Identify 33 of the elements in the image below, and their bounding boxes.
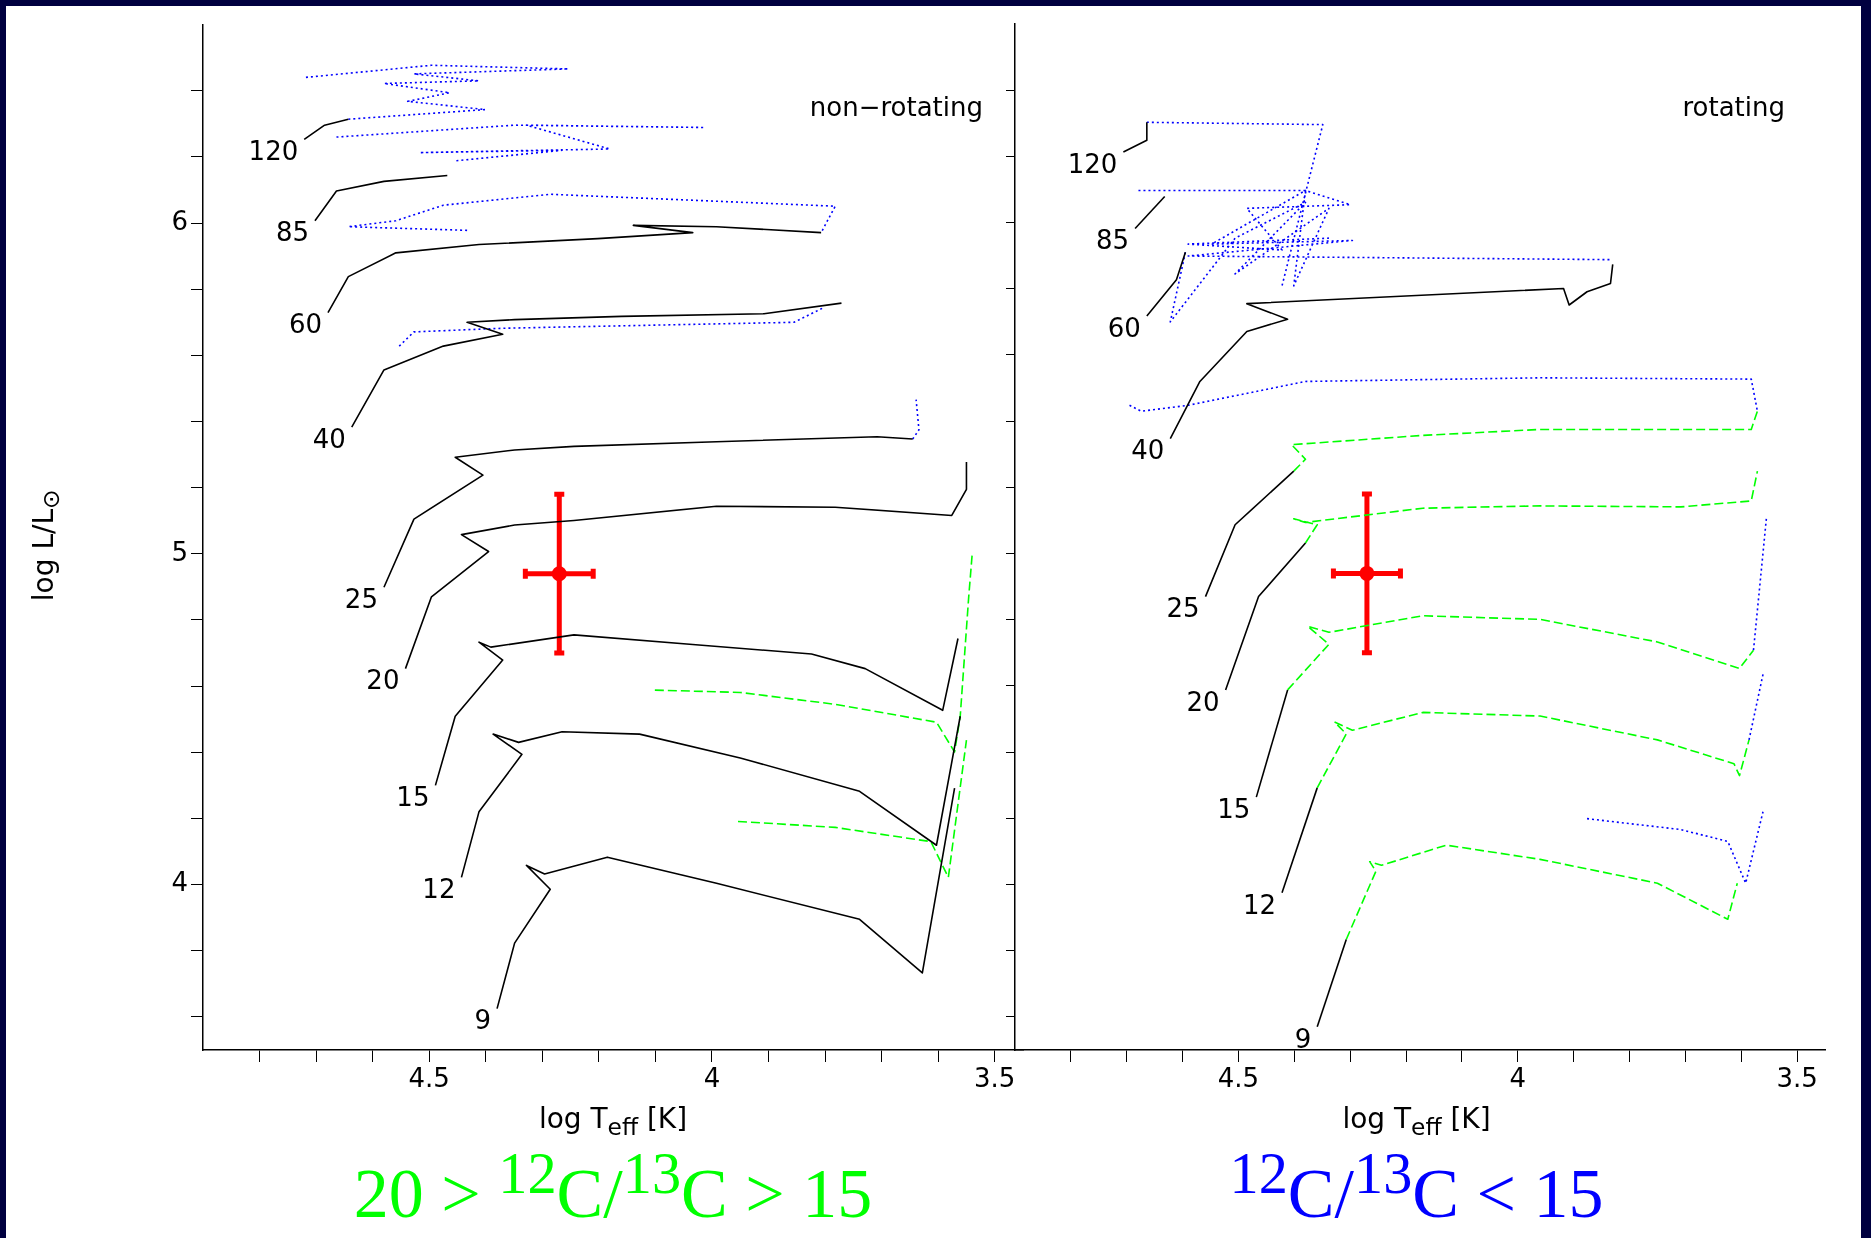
annotation: rotating [1682, 91, 1785, 122]
y-tick-label: 5 [171, 536, 188, 567]
x-tick-label: 4.5 [408, 1063, 450, 1094]
series-label: 9 [1294, 1023, 1312, 1054]
series-label: 120 [248, 136, 299, 167]
series-label: 60 [1107, 312, 1141, 343]
series-label: 20 [1186, 686, 1220, 717]
series-label: 15 [1217, 793, 1251, 824]
x-tick-label: 4 [703, 1063, 721, 1094]
series-label: 9 [474, 1005, 492, 1036]
y-tick-label: 6 [171, 205, 188, 236]
text: $^{12}$C/$^{13}$C < 15 [1228, 1140, 1605, 1235]
series-label: 12 [422, 874, 456, 905]
x-tick-label: 4 [1509, 1063, 1527, 1094]
series-label: 15 [396, 782, 430, 813]
series-label: 12 [1242, 889, 1277, 920]
text: 20 > $^{12}$C/$^{13}$C > 15 [352, 1140, 874, 1235]
series-label: 120 [1067, 148, 1118, 179]
series-label: 85 [275, 217, 309, 248]
x-tick-label: 4.5 [1217, 1063, 1260, 1094]
series-label: 25 [344, 584, 378, 614]
series-label: 25 [1166, 593, 1200, 624]
x-axis-title: log T$_{eff}$ [K] [1341, 1102, 1492, 1141]
annotation: non−rotating [809, 92, 983, 123]
x-axis-title: log T$_{eff}$ [K] [537, 1102, 689, 1141]
series-label: 85 [1096, 225, 1130, 256]
x-tick-label: 3.5 [974, 1063, 1016, 1094]
y-tick-label: 4 [171, 867, 188, 898]
series-label: 20 [366, 665, 400, 696]
series-label: 60 [288, 309, 322, 340]
series-label: 40 [312, 423, 346, 454]
x-tick-label: 3.5 [1776, 1063, 1818, 1094]
series-label: 40 [1131, 435, 1165, 466]
